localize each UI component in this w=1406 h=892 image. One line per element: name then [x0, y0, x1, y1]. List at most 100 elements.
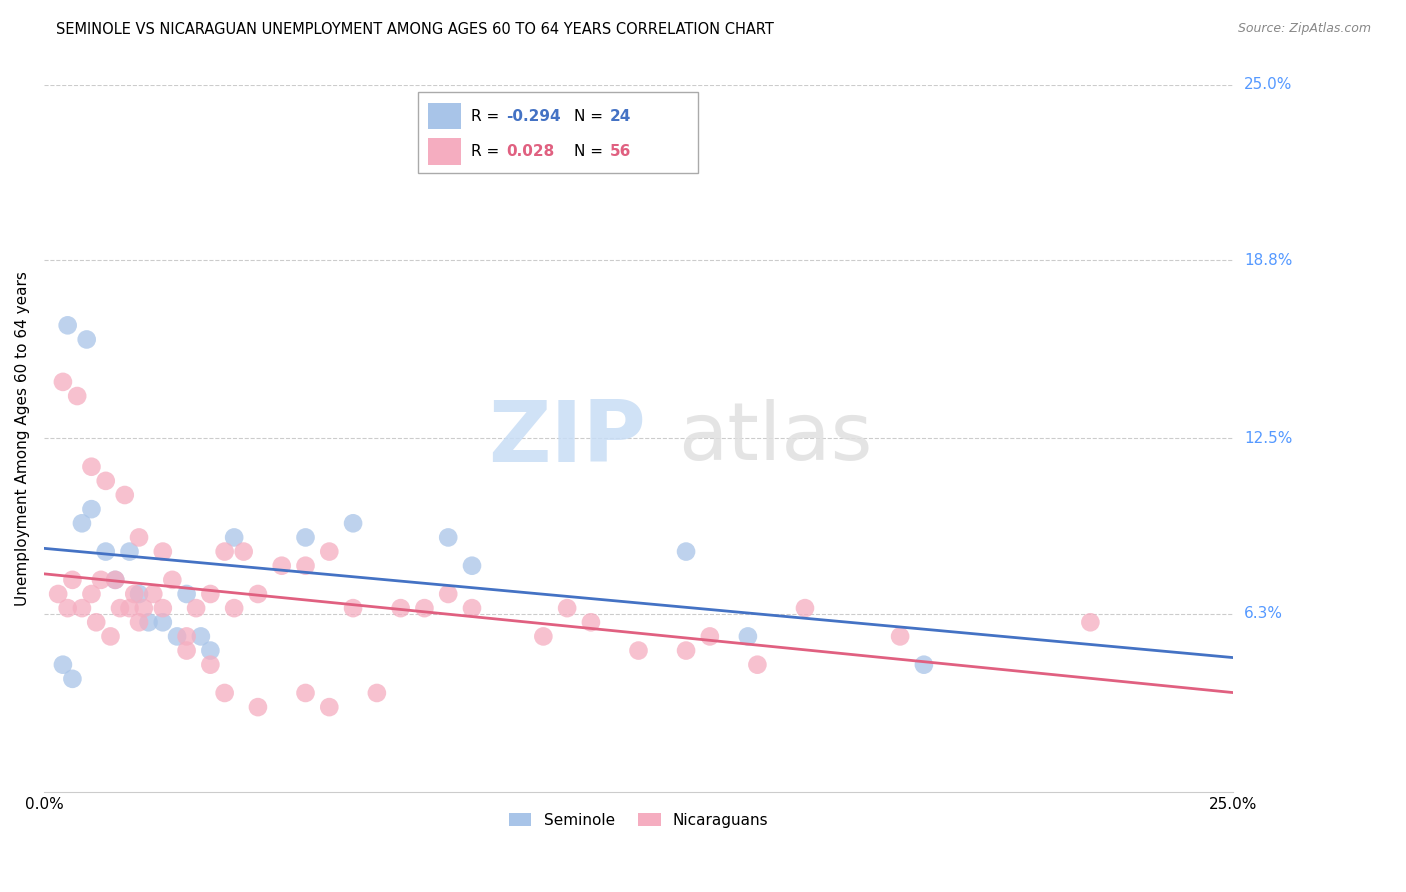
Point [84, 615, 107, 630]
Point [366, 686, 388, 700]
Point [118, 544, 141, 558]
Point [166, 629, 188, 643]
Point [318, 544, 340, 558]
Point [200, 643, 222, 657]
Point [675, 643, 697, 657]
Point [232, 544, 254, 558]
Text: 25.0%: 25.0% [1244, 78, 1292, 93]
Point [176, 643, 198, 657]
Text: Source: ZipAtlas.com: Source: ZipAtlas.com [1237, 22, 1371, 36]
Text: -0.294: -0.294 [506, 109, 561, 124]
Point [675, 544, 697, 558]
Point [214, 544, 236, 558]
Y-axis label: Unemployment Among Ages 60 to 64 years: Unemployment Among Ages 60 to 64 years [15, 271, 30, 606]
Point [889, 629, 911, 643]
Point [122, 587, 145, 601]
Point [461, 558, 484, 573]
Point [76, 333, 98, 347]
Point [224, 601, 246, 615]
Point [104, 573, 127, 587]
Point [342, 516, 364, 531]
Text: 6.3%: 6.3% [1244, 607, 1284, 622]
Point [118, 601, 141, 615]
Point [56, 318, 79, 333]
Point [224, 531, 246, 545]
Point [214, 686, 236, 700]
Point [342, 601, 364, 615]
Point [176, 629, 198, 643]
Text: N =: N = [574, 109, 609, 124]
Point [62, 672, 84, 686]
Point [128, 587, 150, 601]
Point [162, 573, 184, 587]
Point [531, 629, 554, 643]
Point [413, 601, 436, 615]
Point [318, 700, 340, 714]
Point [108, 601, 131, 615]
Point [912, 657, 935, 672]
Point [94, 474, 117, 488]
Point [152, 544, 174, 558]
Point [142, 587, 165, 601]
Point [555, 601, 578, 615]
Point [737, 629, 759, 643]
Point [246, 700, 269, 714]
Point [70, 516, 93, 531]
Text: 56: 56 [610, 144, 631, 159]
Point [627, 643, 650, 657]
Point [389, 601, 412, 615]
Point [62, 573, 84, 587]
Point [138, 615, 160, 630]
Legend: Seminole, Nicaraguans: Seminole, Nicaraguans [502, 806, 775, 834]
Point [747, 657, 769, 672]
Point [80, 587, 103, 601]
Point [104, 573, 127, 587]
Point [90, 573, 112, 587]
Text: 12.5%: 12.5% [1244, 431, 1292, 446]
Point [66, 389, 89, 403]
Point [200, 657, 222, 672]
Point [461, 601, 484, 615]
Text: ZIP: ZIP [488, 397, 645, 480]
Point [200, 587, 222, 601]
Point [94, 544, 117, 558]
Text: atlas: atlas [678, 400, 873, 477]
Text: 0.028: 0.028 [506, 144, 555, 159]
Point [132, 601, 155, 615]
Point [114, 488, 136, 502]
Text: R =: R = [471, 109, 503, 124]
Text: N =: N = [574, 144, 609, 159]
Text: 18.8%: 18.8% [1244, 252, 1292, 268]
Point [437, 587, 460, 601]
Point [80, 459, 103, 474]
Point [56, 601, 79, 615]
Text: R =: R = [471, 144, 503, 159]
Point [1080, 615, 1102, 630]
Point [699, 629, 721, 643]
Point [294, 686, 316, 700]
Point [52, 657, 75, 672]
Point [46, 587, 69, 601]
Point [176, 587, 198, 601]
FancyBboxPatch shape [427, 138, 461, 165]
Point [128, 615, 150, 630]
FancyBboxPatch shape [427, 103, 461, 129]
FancyBboxPatch shape [419, 92, 697, 173]
Point [579, 615, 602, 630]
Point [437, 531, 460, 545]
Point [246, 587, 269, 601]
Point [70, 601, 93, 615]
Point [294, 531, 316, 545]
Point [794, 601, 817, 615]
Point [152, 615, 174, 630]
Point [190, 629, 212, 643]
Point [80, 502, 103, 516]
Text: 24: 24 [610, 109, 631, 124]
Text: SEMINOLE VS NICARAGUAN UNEMPLOYMENT AMONG AGES 60 TO 64 YEARS CORRELATION CHART: SEMINOLE VS NICARAGUAN UNEMPLOYMENT AMON… [56, 22, 775, 37]
Point [294, 558, 316, 573]
Point [128, 531, 150, 545]
Point [184, 601, 207, 615]
Point [52, 375, 75, 389]
Point [152, 601, 174, 615]
Point [100, 629, 122, 643]
